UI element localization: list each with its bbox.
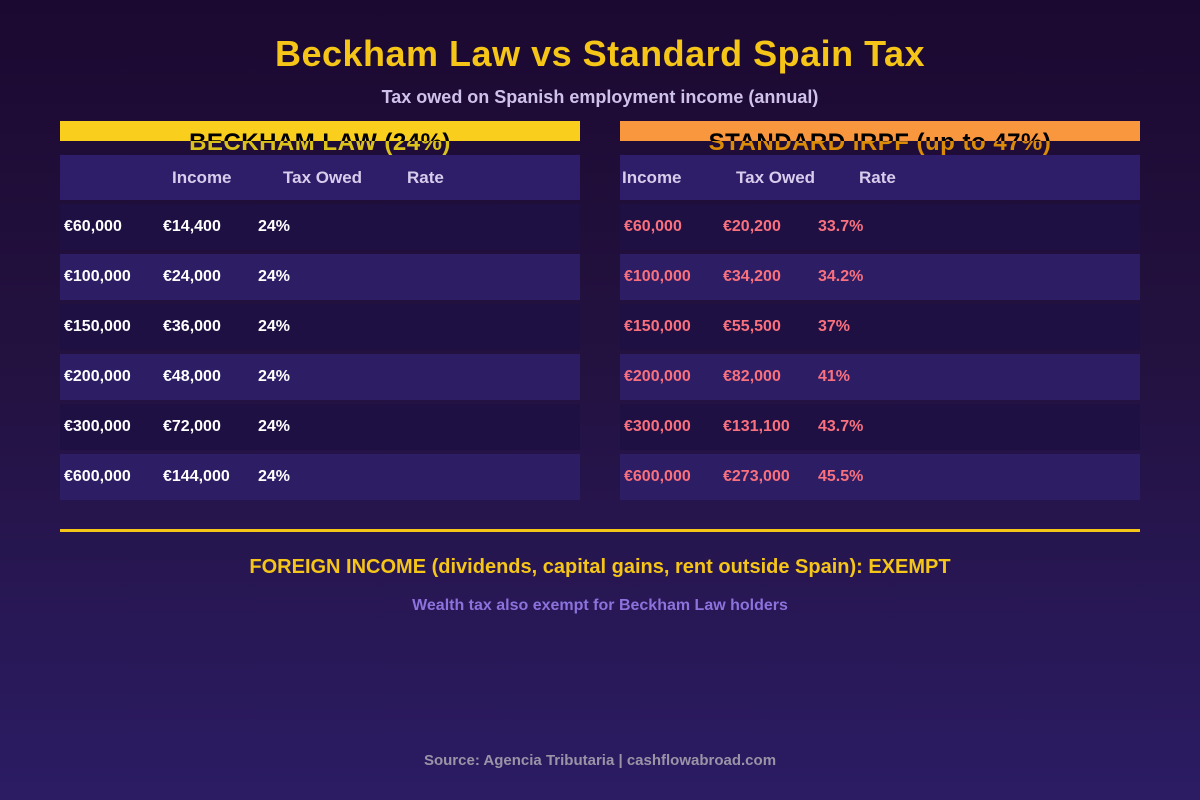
- cell-rate: 34.2%: [818, 268, 864, 285]
- cell-tax-owed: €72,000: [163, 418, 221, 435]
- table-row: €200,000 €82,000 41%: [620, 354, 1140, 400]
- cell-income: €300,000: [64, 418, 131, 435]
- cell-tax-owed: €273,000: [723, 468, 790, 485]
- cell-rate: 33.7%: [818, 218, 864, 235]
- cell-rate: 24%: [258, 418, 291, 435]
- cell-tax-owed: €48,000: [163, 368, 221, 385]
- column-header-income: Income: [622, 167, 682, 187]
- standard-irpf-table: STANDARD IRPF (up to 47%) Income Tax Owe…: [620, 121, 1140, 500]
- table-row: €100,000 €24,000 24%: [60, 254, 580, 300]
- table-row: €600,000 €144,000 24%: [60, 454, 580, 500]
- standard-header-label: STANDARD IRPF (up to 47%): [708, 129, 1052, 156]
- cell-tax-owed: €20,200: [723, 218, 781, 235]
- beckham-rows: €60,000 €14,400 24% €100,000 €24,000 24%…: [60, 204, 580, 504]
- cell-income: €100,000: [624, 268, 691, 285]
- cell-tax-owed: €55,500: [723, 318, 781, 335]
- table-row: €300,000 €72,000 24%: [60, 404, 580, 450]
- cell-income: €200,000: [624, 368, 691, 385]
- cell-rate: 24%: [258, 318, 291, 335]
- cell-rate: 43.7%: [818, 418, 864, 435]
- column-header-tax-owed: Tax Owed: [283, 167, 363, 187]
- table-row: €300,000 €131,100 43.7%: [620, 404, 1140, 450]
- cell-tax-owed: €36,000: [163, 318, 221, 335]
- cell-income: €150,000: [64, 318, 131, 335]
- table-row: €60,000 €14,400 24%: [60, 204, 580, 250]
- page-title: Beckham Law vs Standard Spain Tax: [274, 33, 926, 74]
- standard-column-headers: Income Tax Owed Rate: [620, 155, 1140, 200]
- table-row: €100,000 €34,200 34.2%: [620, 254, 1140, 300]
- column-header-rate: Rate: [407, 167, 444, 187]
- beckham-table: BECKHAM LAW (24%) Income Tax Owed Rate €…: [60, 121, 580, 500]
- column-header-rate: Rate: [859, 167, 896, 187]
- cell-income: €600,000: [624, 468, 691, 485]
- column-header-income: Income: [172, 167, 232, 187]
- column-header-tax-owed: Tax Owed: [736, 167, 816, 187]
- foreign-income-note: FOREIGN INCOME (dividends, capital gains…: [249, 556, 951, 578]
- table-row: €200,000 €48,000 24%: [60, 354, 580, 400]
- divider-line: [60, 529, 1140, 532]
- cell-rate: 24%: [258, 468, 291, 485]
- cell-rate: 24%: [258, 268, 291, 285]
- source-attribution: Source: Agencia Tributaria | cashflowabr…: [423, 752, 777, 769]
- beckham-header-bar: [60, 121, 580, 141]
- cell-income: €150,000: [624, 318, 691, 335]
- table-row: €150,000 €55,500 37%: [620, 304, 1140, 350]
- cell-income: €600,000: [64, 468, 131, 485]
- cell-rate: 37%: [818, 318, 851, 335]
- cell-income: €200,000: [64, 368, 131, 385]
- cell-income: €100,000: [64, 268, 131, 285]
- cell-rate: 41%: [818, 368, 851, 385]
- table-row: €60,000 €20,200 33.7%: [620, 204, 1140, 250]
- cell-tax-owed: €82,000: [723, 368, 781, 385]
- beckham-column-headers: Income Tax Owed Rate: [60, 155, 580, 200]
- page-subtitle: Tax owed on Spanish employment income (a…: [381, 87, 819, 107]
- cell-tax-owed: €144,000: [163, 468, 230, 485]
- cell-rate: 45.5%: [818, 468, 864, 485]
- standard-header-bar: [620, 121, 1140, 141]
- cell-tax-owed: €34,200: [723, 268, 781, 285]
- cell-income: €60,000: [624, 218, 682, 235]
- wealth-tax-note: Wealth tax also exempt for Beckham Law h…: [412, 597, 788, 614]
- cell-rate: 24%: [258, 218, 291, 235]
- cell-tax-owed: €14,400: [163, 218, 221, 235]
- cell-rate: 24%: [258, 368, 291, 385]
- standard-rows: €60,000 €20,200 33.7% €100,000 €34,200 3…: [620, 204, 1140, 504]
- table-row: €600,000 €273,000 45.5%: [620, 454, 1140, 500]
- cell-tax-owed: €131,100: [723, 418, 790, 435]
- beckham-header-label: BECKHAM LAW (24%): [189, 129, 451, 156]
- table-row: €150,000 €36,000 24%: [60, 304, 580, 350]
- cell-income: €300,000: [624, 418, 691, 435]
- cell-income: €60,000: [64, 218, 122, 235]
- cell-tax-owed: €24,000: [163, 268, 221, 285]
